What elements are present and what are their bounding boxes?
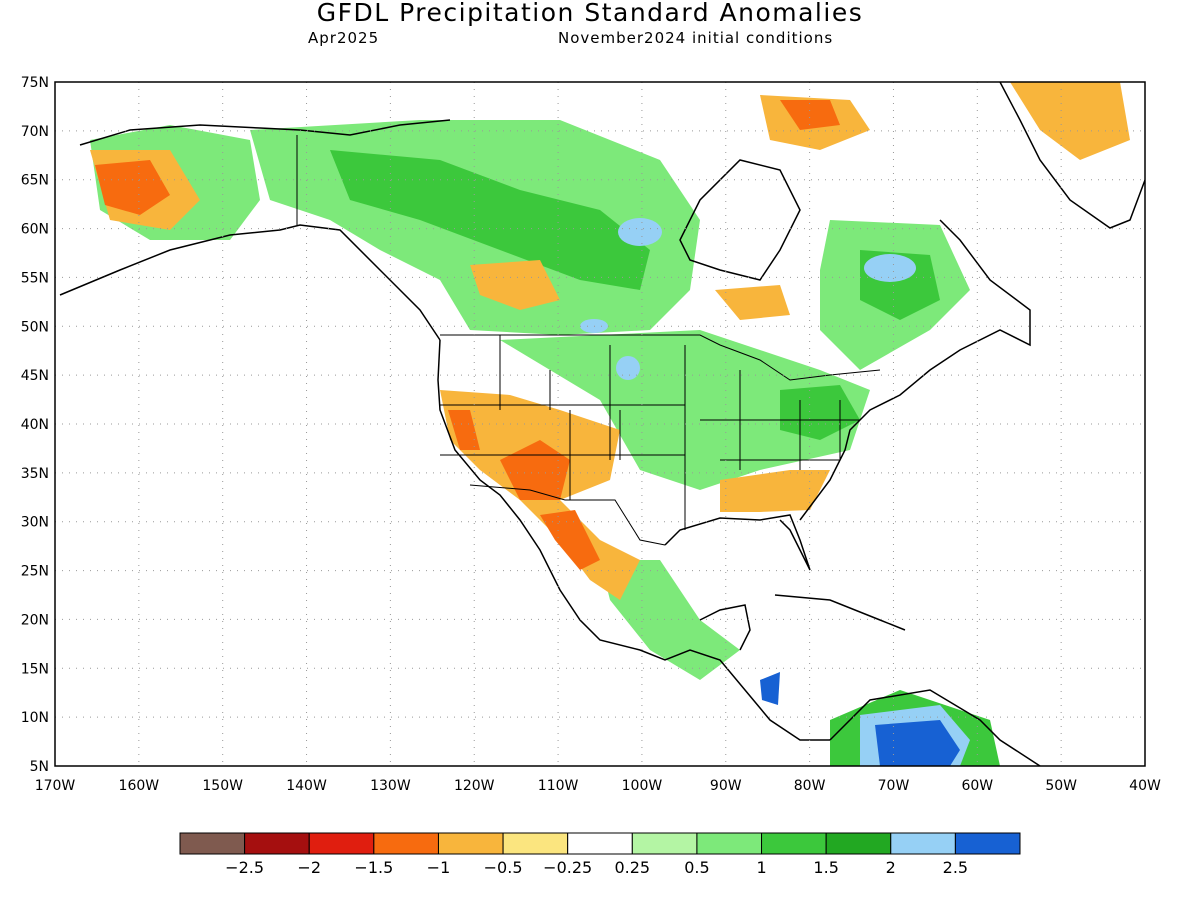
political-boundaries xyxy=(296,135,881,546)
lat-label: 30N xyxy=(21,515,49,531)
colorbar-swatch xyxy=(502,832,569,855)
longitude-labels: 170W 160W 150W 140W 130W 120W 110W 100W 90W 80W 70… xyxy=(35,778,1161,794)
colorbar-swatch xyxy=(437,832,504,855)
colorbar-label: −2.5 xyxy=(225,858,264,877)
colorbar-label: 1 xyxy=(756,858,766,877)
very-wet-hudson-west xyxy=(618,218,662,246)
colorbar-label: 2 xyxy=(886,858,896,877)
pacific-coast xyxy=(437,339,830,741)
lon-label: 120W xyxy=(454,778,495,794)
cuba-coast xyxy=(774,594,906,631)
lat-label: 35N xyxy=(21,466,49,482)
strong-dry-alaska xyxy=(95,160,170,215)
lon-label: 150W xyxy=(202,778,243,794)
colorbar-swatch xyxy=(890,832,956,855)
lon-label: 130W xyxy=(370,778,411,794)
yucatan-coast xyxy=(699,604,751,651)
extreme-wet-south-america xyxy=(875,720,960,766)
us-state-lines xyxy=(440,335,860,530)
forecast-month: Apr2025 xyxy=(308,29,380,47)
lon-label: 110W xyxy=(538,778,579,794)
very-wet-quebec xyxy=(864,254,916,282)
colorbar-label: −1.5 xyxy=(354,858,393,877)
colorbar-label: −0.25 xyxy=(543,858,592,877)
lat-label: 10N xyxy=(21,710,49,726)
lon-label: 70W xyxy=(878,778,910,794)
colorbar-swatch xyxy=(761,832,827,855)
colorbar-swatch xyxy=(954,832,1021,855)
colorbar-swatch xyxy=(179,832,246,855)
alaska-north-coast xyxy=(79,119,451,146)
strong-dry-sonora xyxy=(540,510,600,570)
colorbar-label: 1.5 xyxy=(813,858,838,877)
lat-label: 55N xyxy=(21,270,49,286)
very-wet-dakota xyxy=(616,356,640,380)
lat-label: 45N xyxy=(21,368,49,384)
strong-dry-california xyxy=(448,410,480,450)
lat-label: 5N xyxy=(30,759,49,775)
colorbar-label: 2.5 xyxy=(943,858,968,877)
dry-southeast xyxy=(720,470,830,512)
extreme-wet-nicaragua xyxy=(760,672,780,705)
strong-wet-canada xyxy=(330,150,650,290)
us-canada-border xyxy=(440,334,881,381)
colorbar-label: 0.25 xyxy=(614,858,650,877)
lon-label: 60W xyxy=(961,778,993,794)
colorbar-swatch xyxy=(373,832,439,855)
lat-label: 40N xyxy=(21,417,49,433)
colorbar-swatch xyxy=(696,832,763,855)
lon-label: 90W xyxy=(710,778,742,794)
wet-mexico xyxy=(600,560,740,680)
lat-label: 70N xyxy=(21,124,49,140)
greenland-coast xyxy=(999,82,1145,229)
colorbar-label: 0.5 xyxy=(684,858,709,877)
colorbar-swatch xyxy=(567,832,633,855)
colorbar-swatch xyxy=(308,832,375,855)
dry-alberta xyxy=(470,260,560,310)
initial-conditions: November2024 initial conditions xyxy=(558,29,834,47)
lat-label: 75N xyxy=(21,75,49,91)
lat-label: 50N xyxy=(21,319,49,335)
lat-label: 25N xyxy=(21,564,49,580)
lat-label: 20N xyxy=(21,612,49,628)
coastlines xyxy=(59,82,1145,766)
colorbar-label: −1 xyxy=(427,858,451,877)
colorbar-swatch xyxy=(631,832,698,855)
map-plot-area xyxy=(55,82,1145,766)
lon-label: 100W xyxy=(622,778,663,794)
colorbar-swatch xyxy=(244,832,310,855)
lon-label: 40W xyxy=(1129,778,1161,794)
south-america-coast xyxy=(829,689,1041,766)
lat-label: 60N xyxy=(21,222,49,238)
strong-dry-baffin xyxy=(780,100,840,130)
lat-label: 65N xyxy=(21,173,49,189)
gulf-coast xyxy=(664,514,811,571)
lon-label: 160W xyxy=(119,778,160,794)
atlantic-coast xyxy=(799,219,1031,521)
map-frame xyxy=(54,81,1146,767)
colorbar-swatch xyxy=(825,832,892,855)
lon-label: 50W xyxy=(1045,778,1077,794)
chart-title: GFDL Precipitation Standard Anomalies xyxy=(316,0,864,27)
latitude-labels: 75N 70N 65N 60N 55N 50N 45N 40N 35N 30N 25N 20N 15N 1… xyxy=(21,75,49,775)
lon-label: 80W xyxy=(794,778,826,794)
lat-label: 15N xyxy=(21,661,49,677)
anomaly-shading xyxy=(90,82,1130,766)
dry-ontario xyxy=(715,285,790,320)
dry-greenland xyxy=(1010,82,1130,160)
lon-label: 170W xyxy=(35,778,76,794)
lon-label: 140W xyxy=(286,778,327,794)
colorbar: −2.5 −2 −1.5 −1 −0.5 −0.25 0.25 0.5 1 1.5 2 2.5 xyxy=(179,832,1021,877)
colorbar-label: −0.5 xyxy=(484,858,523,877)
alaska-coast xyxy=(59,224,441,341)
colorbar-label: −2 xyxy=(297,858,321,877)
us-mexico-border xyxy=(469,484,666,546)
